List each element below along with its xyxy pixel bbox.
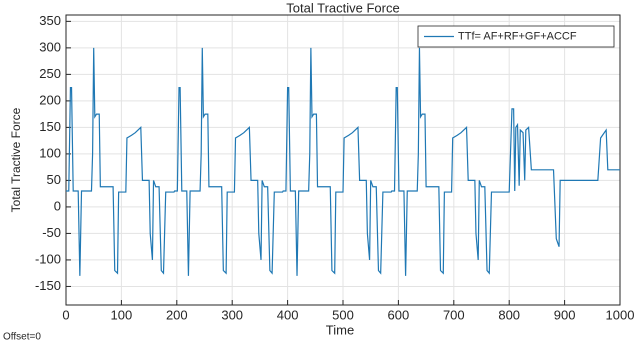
y-tick-label: 300	[39, 39, 61, 54]
legend-box	[417, 25, 615, 48]
y-axis-label: Total Tractive Force	[9, 107, 23, 212]
y-tick-label: -150	[35, 278, 61, 293]
legend-label: TTf= AF+RF+GF+ACCF	[458, 30, 577, 42]
y-tick-label: 0	[54, 198, 61, 213]
y-tick-label: 350	[39, 13, 61, 28]
plot-frame	[65, 14, 621, 306]
x-tick-label: 900	[554, 307, 576, 322]
x-tick-label: 0	[62, 307, 69, 322]
y-tick-label: 150	[39, 119, 61, 134]
x-tick-label: 400	[277, 307, 299, 322]
data-line	[66, 47, 620, 276]
y-tick-label: -100	[35, 251, 61, 266]
x-tick-label: 700	[443, 307, 465, 322]
y-tick-label: 200	[39, 92, 61, 107]
y-tick-label: 250	[39, 66, 61, 81]
x-tick-label: 100	[111, 307, 133, 322]
chart-title: Total Tractive Force	[286, 0, 399, 15]
x-tick-label: 800	[498, 307, 520, 322]
x-tick-label: 1000	[606, 307, 635, 322]
y-tick-label: -50	[42, 225, 61, 240]
x-tick-label: 200	[166, 307, 188, 322]
x-tick-label: 500	[332, 307, 354, 322]
x-axis-label: Time	[326, 322, 354, 337]
note: Offset=0	[3, 332, 41, 343]
y-tick-label: 100	[39, 145, 61, 160]
x-tick-label: 300	[221, 307, 243, 322]
x-tick-label: 600	[388, 307, 410, 322]
y-tick-label: 50	[47, 172, 61, 187]
